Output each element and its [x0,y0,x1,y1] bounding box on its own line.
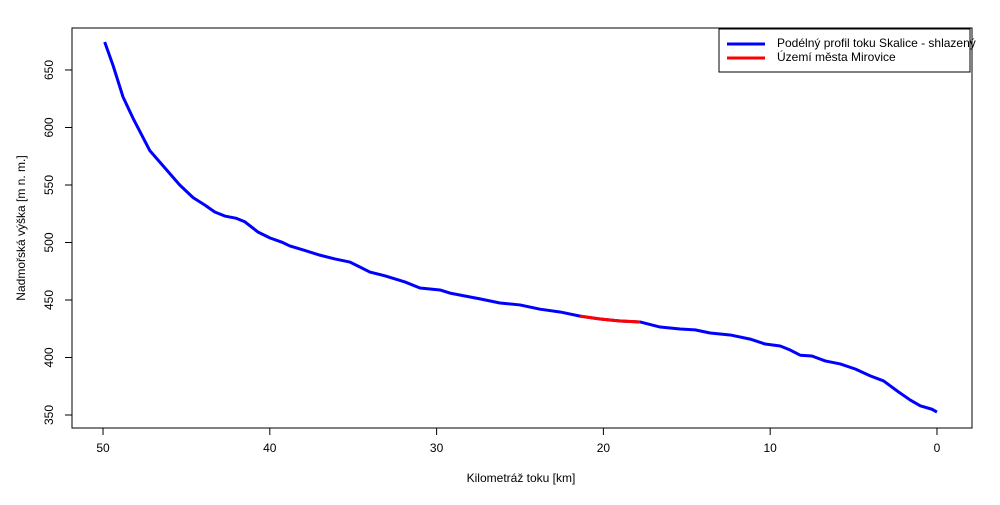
x-axis-title: Kilometráž toku [km] [467,471,576,485]
x-tick-label: 20 [597,441,611,455]
y-tick-label: 350 [42,405,56,425]
legend-label: Území města Mirovice [777,49,896,64]
line-series [103,41,938,414]
line-series [579,314,641,324]
plot-box [71,27,973,429]
legend-label: Podélný profil toku Skalice - shlazený [777,36,976,50]
y-tick-label: 400 [42,347,56,367]
x-tick-label: 50 [96,441,110,455]
y-tick-label: 650 [42,60,56,80]
x-tick-label: 0 [934,441,941,455]
y-tick-label: 500 [42,232,56,252]
legend-box [718,28,971,73]
y-tick-label: 550 [42,175,56,195]
x-tick-label: 10 [764,441,778,455]
y-tick-label: 600 [42,117,56,137]
x-tick-label: 40 [263,441,277,455]
y-axis-title: Nadmořská výška [m n. m.] [14,155,28,300]
x-tick-label: 30 [430,441,444,455]
y-tick-label: 450 [42,290,56,310]
